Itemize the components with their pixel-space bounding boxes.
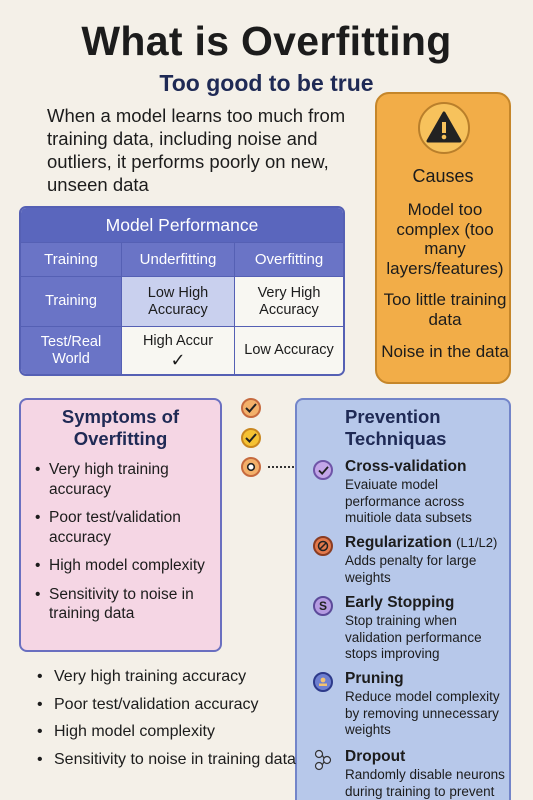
table-cell: High Accur ✓ [121,327,234,374]
table-title: Model Performance [21,208,343,242]
table-cell: Low Accuracy [234,327,343,374]
column-header-underfitting: Underfitting [121,243,234,276]
technique-name: Early Stopping [345,594,455,611]
technique-desc: Adds penalty for large weights [345,553,477,585]
table-row: Test/Real World High Accur ✓ Low Accurac… [21,326,343,374]
stop-icon: S [313,596,333,616]
network-icon [313,749,333,771]
model-performance-table: Model Performance Training Underfitting … [19,206,345,376]
prevention-panel: Prevention Techniquas Cross-validation E… [295,398,511,800]
prevention-title: Prevention Techniquas [345,406,447,449]
row-label-test: Test/Real World [21,327,121,374]
cell-text: High Accur [142,332,214,349]
check-circle-icon [241,428,261,448]
technique-name: Dropout [345,748,406,765]
technique-name: Cross-validation [345,458,467,475]
list-item: Poor test/validation accuracy [35,508,217,547]
page-subtitle: Too good to be true [159,70,374,96]
connector-dots [268,466,298,468]
list-item: Sensitivity to noise in training data [37,751,297,770]
pruning-icon [313,672,333,692]
table-cell: Low High Accuracy [121,277,234,326]
technique-desc: Reduce model complexity by removing unne… [345,689,500,737]
symptoms-panel: Symptoms of Overfitting Very high traini… [19,398,222,652]
list-item: Very high training accuracy [37,668,297,687]
technique-desc: Evaiuate model performance across muitio… [345,477,472,525]
cause-item: Model too complex (too many layers/featu… [386,200,504,278]
check-circle-icon [313,460,333,480]
check-circle-icon [241,398,261,418]
symptoms-title: Symptoms of Overfitting [61,406,180,449]
warning-icon [418,102,470,154]
causes-panel: Causes Model too complex (too many layer… [375,92,511,384]
cause-item: Noise in the data [381,342,509,361]
no-entry-icon [313,536,333,556]
causes-title: Causes [412,166,474,186]
technique-desc: Randomly disable neurons during training… [345,767,505,799]
symptoms-list: Very high training accuracy Poor test/va… [35,460,217,633]
list-item: Poor test/validation accuracy [37,696,297,715]
list-item: High model complexity [37,723,297,742]
technique-name: Pruning [345,670,404,687]
table-cell: Very High Accuracy [234,277,343,326]
intro-text: When a model learns too much from traini… [47,105,346,195]
table-row: Training Low High Accuracy Very High Acc… [21,276,343,326]
column-header-overfitting: Overfitting [234,243,343,276]
checkmark-icon: ✓ [170,349,186,370]
list-item: Sensitivity to noise in training data [35,585,217,624]
bottom-symptoms-list: Very high training accuracy Poor test/va… [37,668,297,778]
page-title: What is Overfitting [81,18,452,64]
table-header-row: Training Underfitting Overfitting [21,242,343,276]
list-item: Very high training accuracy [35,460,217,499]
row-label-training: Training [21,277,121,326]
list-item: High model complexity [35,556,217,576]
technique-name: Regularization (L1/L2) [345,534,498,551]
target-icon [241,457,261,477]
cause-item: Too little training data [383,290,507,329]
column-header-training: Training [44,251,98,268]
technique-desc: Stop training when validation performanc… [345,613,482,661]
